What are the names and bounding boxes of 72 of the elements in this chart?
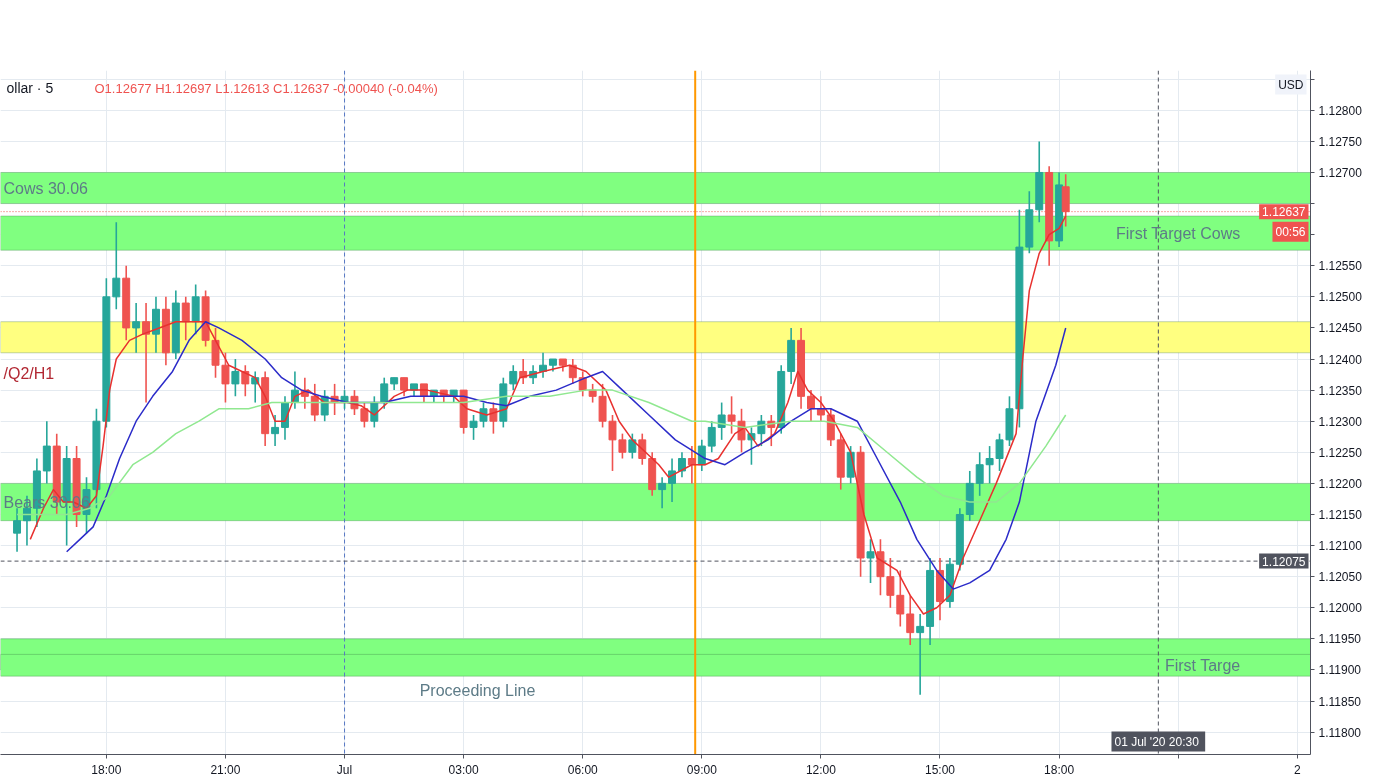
candlestick bbox=[668, 457, 677, 503]
x-tick-label: 15:00 bbox=[924, 762, 956, 777]
y-tick-label: 1.12200 bbox=[1318, 476, 1363, 491]
candlestick bbox=[687, 445, 696, 485]
candlestick bbox=[469, 414, 478, 441]
band-label: First Targe bbox=[1164, 656, 1241, 674]
band-label: Proceeding Line bbox=[419, 681, 536, 699]
y-tick-label: 1.12800 bbox=[1318, 103, 1363, 118]
y-tick-label: 1.12400 bbox=[1318, 352, 1363, 367]
candlestick bbox=[271, 414, 280, 447]
y-tick-label: 1.12050 bbox=[1318, 570, 1363, 585]
text: ollar · 5 bbox=[6, 79, 54, 96]
candlestick bbox=[13, 507, 22, 553]
y-tick-label: 1.12300 bbox=[1318, 414, 1363, 429]
y-tick-label: 1.12000 bbox=[1318, 601, 1363, 616]
candlestick bbox=[866, 538, 875, 584]
candlestick bbox=[916, 613, 925, 696]
candlestick bbox=[231, 358, 240, 398]
y-tick-label: 1.12750 bbox=[1318, 134, 1363, 149]
x-tick-label: 18:00 bbox=[91, 762, 122, 777]
candlestick bbox=[380, 376, 389, 410]
candlestick bbox=[906, 594, 915, 646]
candlestick bbox=[400, 376, 409, 398]
y-tick-label: 1.11800 bbox=[1318, 725, 1362, 740]
x-tick-label: 12:00 bbox=[805, 762, 837, 777]
x-tick-label: 03:00 bbox=[448, 762, 479, 777]
candlestick bbox=[608, 414, 617, 472]
candlestick bbox=[727, 395, 736, 435]
y-tick-label: 1.12450 bbox=[1318, 321, 1363, 336]
band-label: Cows 30.06 bbox=[3, 179, 89, 197]
candlestick bbox=[618, 432, 627, 460]
y-tick-label: 1.12150 bbox=[1318, 507, 1363, 522]
band-label: First Target Cows bbox=[1116, 224, 1241, 242]
band-label: /Q2/H1 bbox=[3, 364, 55, 382]
candlestick bbox=[807, 389, 815, 423]
candlestick bbox=[717, 401, 726, 441]
y-tick-label: 1.12350 bbox=[1318, 383, 1363, 398]
candlestick bbox=[896, 569, 905, 628]
y-tick-label: 1.11950 bbox=[1318, 632, 1362, 647]
candlestick bbox=[181, 296, 190, 342]
ref-line-label: 1.12075 bbox=[1262, 554, 1306, 569]
candlestick bbox=[658, 476, 667, 510]
x-tick-label: 09:00 bbox=[686, 762, 718, 777]
candlestick bbox=[142, 302, 151, 404]
y-tick-label: 1.12700 bbox=[1318, 165, 1363, 180]
text: O1.12677 H1.12697 L1.12613 C1.12637 -0.00040 (-0.04%) bbox=[94, 80, 438, 96]
candlestick bbox=[509, 364, 518, 391]
candlestick bbox=[707, 420, 716, 454]
candlestick bbox=[677, 451, 686, 478]
y-axis-title: USD bbox=[1278, 77, 1304, 92]
candlestick bbox=[112, 221, 121, 311]
candlestick bbox=[241, 364, 250, 398]
candlestick bbox=[360, 401, 369, 429]
x-tick-label: 18:00 bbox=[1044, 762, 1075, 777]
x-tick-label: 21:00 bbox=[210, 762, 241, 777]
y-tick-label: 1.12250 bbox=[1318, 445, 1363, 460]
y-tick-label: 1.12550 bbox=[1318, 259, 1363, 274]
x-tick-label: 2 bbox=[1293, 762, 1301, 777]
ref-line-label: 01 Jul '20 20:30 bbox=[1114, 734, 1200, 749]
candlestick bbox=[221, 352, 230, 404]
candlestick bbox=[132, 302, 141, 354]
x-tick-label: 06:00 bbox=[567, 762, 599, 777]
ref-line-label: 1.12637 00:56 bbox=[1262, 205, 1306, 239]
y-tick-label: 1.12500 bbox=[1318, 290, 1363, 305]
y-tick-label: 1.12100 bbox=[1318, 539, 1363, 554]
candlestick bbox=[489, 401, 498, 435]
y-tick-label: 1.11850 bbox=[1318, 694, 1362, 709]
candlestick bbox=[628, 432, 637, 460]
candlestick bbox=[638, 432, 647, 466]
y-tick-label: 1.11900 bbox=[1318, 663, 1362, 678]
x-tick-label: Jul bbox=[336, 762, 353, 777]
candlestick bbox=[310, 383, 319, 423]
